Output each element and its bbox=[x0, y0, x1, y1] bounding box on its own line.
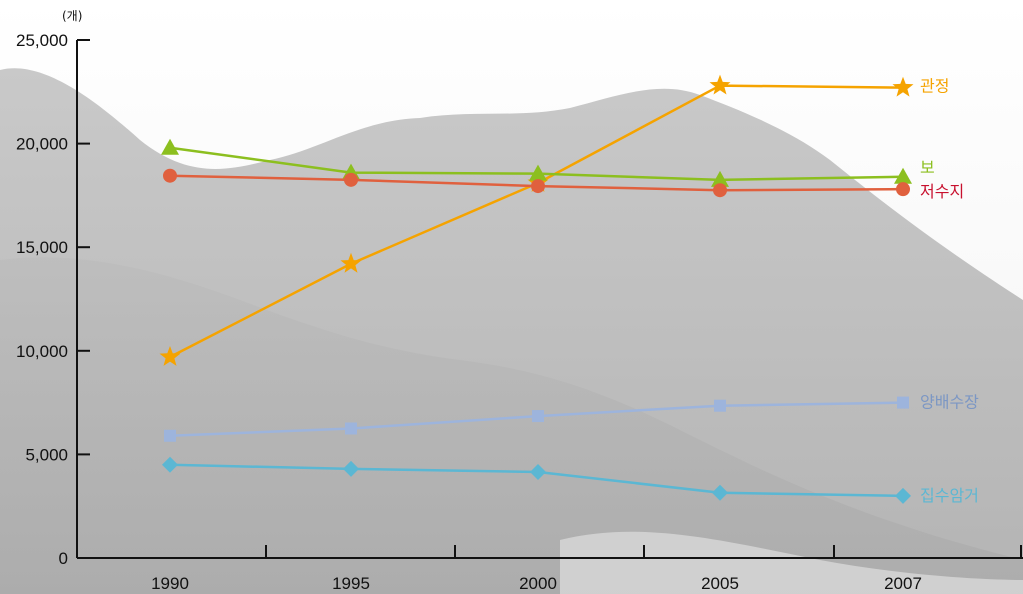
data-point bbox=[345, 422, 357, 435]
x-tick-label: 2005 bbox=[701, 574, 739, 593]
x-tick-label: 2000 bbox=[519, 574, 557, 593]
data-point bbox=[713, 183, 727, 198]
series-label: 양배수장 bbox=[920, 393, 979, 412]
x-tick-label: 2007 bbox=[884, 574, 922, 593]
series-label: 저수지 bbox=[920, 182, 964, 201]
data-point bbox=[897, 396, 909, 409]
data-point bbox=[895, 487, 911, 504]
y-tick-label: 15,000 bbox=[16, 238, 68, 257]
data-point bbox=[340, 252, 362, 273]
x-axis: 1990 1995 2000 2005 2007 bbox=[77, 545, 1023, 593]
data-point bbox=[892, 76, 914, 97]
data-point bbox=[714, 399, 726, 412]
data-point bbox=[162, 456, 178, 473]
series-layer bbox=[159, 74, 914, 504]
data-point bbox=[896, 182, 910, 197]
y-axis-unit-label: (개) bbox=[62, 9, 82, 23]
series-2 bbox=[163, 168, 910, 198]
series-4 bbox=[162, 456, 911, 504]
data-point bbox=[529, 164, 547, 181]
data-point bbox=[164, 429, 176, 442]
series-label: 관정 bbox=[920, 77, 949, 96]
data-point bbox=[709, 74, 731, 95]
y-tick-label: 20,000 bbox=[16, 135, 68, 154]
data-point bbox=[532, 410, 544, 423]
series-label: 보 bbox=[920, 158, 935, 177]
data-point bbox=[711, 170, 729, 187]
y-tick-label: 5,000 bbox=[25, 445, 68, 464]
x-tick-label: 1990 bbox=[151, 574, 189, 593]
data-point bbox=[530, 464, 546, 481]
y-tick-label: 10,000 bbox=[16, 342, 68, 361]
data-point bbox=[531, 179, 545, 194]
y-axis: 0 5,000 10,000 15,000 20,000 25,000 (개) bbox=[16, 9, 90, 568]
y-tick-label: 25,000 bbox=[16, 31, 68, 50]
series-label: 집수암거 bbox=[920, 486, 979, 505]
y-tick-label: 0 bbox=[59, 549, 68, 568]
data-point bbox=[163, 168, 177, 183]
data-point bbox=[894, 167, 912, 184]
series-3 bbox=[164, 396, 909, 442]
data-point bbox=[344, 172, 358, 187]
x-tick-label: 1995 bbox=[332, 574, 370, 593]
data-point bbox=[712, 484, 728, 501]
data-point bbox=[161, 138, 179, 155]
data-point bbox=[159, 346, 181, 366]
data-point bbox=[343, 460, 359, 477]
